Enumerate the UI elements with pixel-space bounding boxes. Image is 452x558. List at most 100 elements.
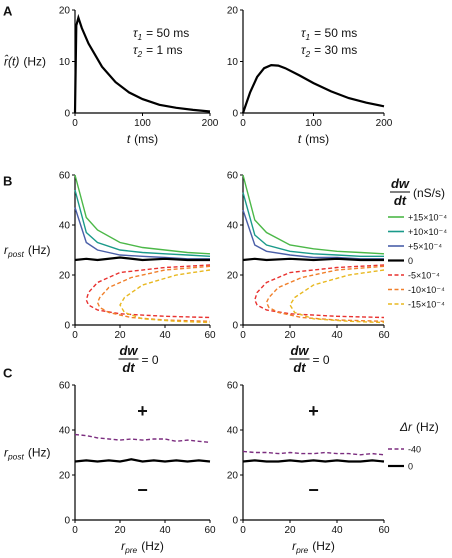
legend-title-rest: (nS/s): [413, 186, 445, 200]
label-symbol: Δr: [399, 420, 413, 434]
x-tick-label: 40: [331, 330, 343, 341]
y-tick-label: 40: [59, 426, 71, 437]
x-axis-label: rpre (Hz): [121, 539, 164, 555]
label-symbol: τ: [301, 43, 307, 57]
annotation: τ1 = 50 ms: [133, 26, 189, 42]
label-symbol: τ: [133, 26, 139, 40]
label-symbol: τ: [301, 26, 307, 40]
label-subscript: 1: [138, 32, 143, 42]
y-tick-label: 60: [59, 381, 71, 392]
y-tick-label: 0: [232, 109, 238, 120]
label-subscript: post: [7, 452, 25, 462]
legend-label: -15×10⁻⁴: [408, 300, 445, 310]
label-subscript: post: [7, 249, 25, 259]
x-tick-label: 40: [159, 525, 171, 536]
annotation: τ2 = 30 ms: [301, 43, 357, 59]
y-tick-label: 20: [227, 471, 239, 482]
legend-label: -40: [408, 445, 421, 455]
label-unit: (Hz): [416, 420, 439, 434]
y-tick-label: 0: [232, 516, 238, 527]
data-line: [73, 13, 211, 114]
label-unit: (ms): [305, 132, 329, 146]
data-line: [74, 174, 211, 255]
region-marker: −: [308, 480, 319, 500]
x-tick-label: 0: [72, 525, 78, 536]
label-unit: = 30 ms: [314, 43, 357, 57]
label-unit: = 50 ms: [314, 26, 357, 40]
legend-label: -10×10⁻⁴: [408, 285, 445, 295]
y-tick-label: 40: [227, 426, 239, 437]
y-tick-label: 0: [232, 321, 238, 332]
legend-title-num: dw: [391, 176, 410, 191]
y-tick-label: 10: [227, 57, 239, 68]
label-unit: (Hz): [28, 243, 51, 257]
x-tick-label: 0: [240, 118, 246, 129]
data-line: [241, 63, 385, 114]
panel-letter: A: [3, 3, 13, 18]
label-subscript: 1: [306, 32, 311, 42]
legend-title: Δr (Hz): [399, 420, 439, 434]
chart-title-rest: = 0: [142, 353, 159, 367]
x-tick-label: 100: [305, 118, 322, 129]
label-subscript: 2: [305, 49, 311, 59]
y-tick-label: 20: [59, 471, 71, 482]
chart-title-den: dt: [293, 360, 306, 375]
label-unit: (ms): [134, 132, 158, 146]
y-tick-label: 40: [227, 221, 239, 232]
data-line: [74, 458, 211, 463]
data-line: [85, 264, 211, 319]
y-tick-label: 20: [227, 6, 239, 17]
y-tick-label: 10: [59, 57, 71, 68]
x-tick-label: 60: [204, 330, 216, 341]
x-tick-label: 0: [72, 118, 78, 129]
label-symbol: τ: [133, 43, 139, 57]
y-tick-label: 20: [59, 6, 71, 17]
y-axis-label: r̂(t) (Hz): [4, 53, 46, 68]
annotation: τ2 = 1 ms: [133, 43, 183, 59]
label-symbol: r: [4, 446, 9, 460]
x-tick-label: 0: [240, 330, 246, 341]
x-tick-label: 20: [284, 330, 296, 341]
label-unit: (Hz): [312, 539, 335, 553]
region-marker: −: [137, 480, 148, 500]
label-subscript: pre: [124, 545, 137, 555]
panel-letter: B: [3, 173, 12, 188]
legend-label: -5×10⁻⁴: [408, 271, 440, 281]
x-tick-label: 60: [204, 525, 216, 536]
legend-title-den: dt: [394, 193, 407, 208]
chart-title-den: dt: [122, 360, 135, 375]
y-axis-label: rpost (Hz): [4, 243, 51, 259]
x-tick-label: 200: [202, 118, 219, 129]
x-tick-label: 20: [114, 330, 126, 341]
data-line: [119, 269, 211, 324]
label-unit: (Hz): [141, 539, 164, 553]
data-line: [74, 256, 210, 262]
data-line: [289, 269, 385, 324]
data-line: [74, 207, 210, 260]
x-tick-label: 40: [331, 525, 343, 536]
x-tick-label: 0: [72, 330, 78, 341]
x-axis-label: t (ms): [127, 132, 158, 146]
x-axis-label: t (ms): [298, 132, 329, 146]
legend-label: 0: [408, 462, 413, 472]
y-tick-label: 0: [64, 516, 70, 527]
y-tick-label: 20: [227, 271, 239, 282]
x-tick-label: 60: [378, 525, 390, 536]
data-line: [242, 450, 385, 456]
region-marker: +: [308, 401, 319, 421]
x-axis-label: rpre (Hz): [292, 539, 335, 555]
x-tick-label: 200: [376, 118, 393, 129]
y-tick-label: 60: [227, 171, 239, 182]
legend-label: 0: [408, 256, 413, 266]
label-unit: (Hz): [28, 446, 51, 460]
legend-label: +15×10⁻⁴: [408, 213, 447, 223]
x-tick-label: 20: [114, 525, 126, 536]
data-line: [242, 174, 385, 255]
label-symbol: r: [292, 539, 297, 553]
label-subscript: pre: [295, 545, 308, 555]
label-symbol: r̂(t): [4, 53, 19, 68]
data-line: [242, 192, 384, 257]
x-tick-label: 100: [134, 118, 151, 129]
